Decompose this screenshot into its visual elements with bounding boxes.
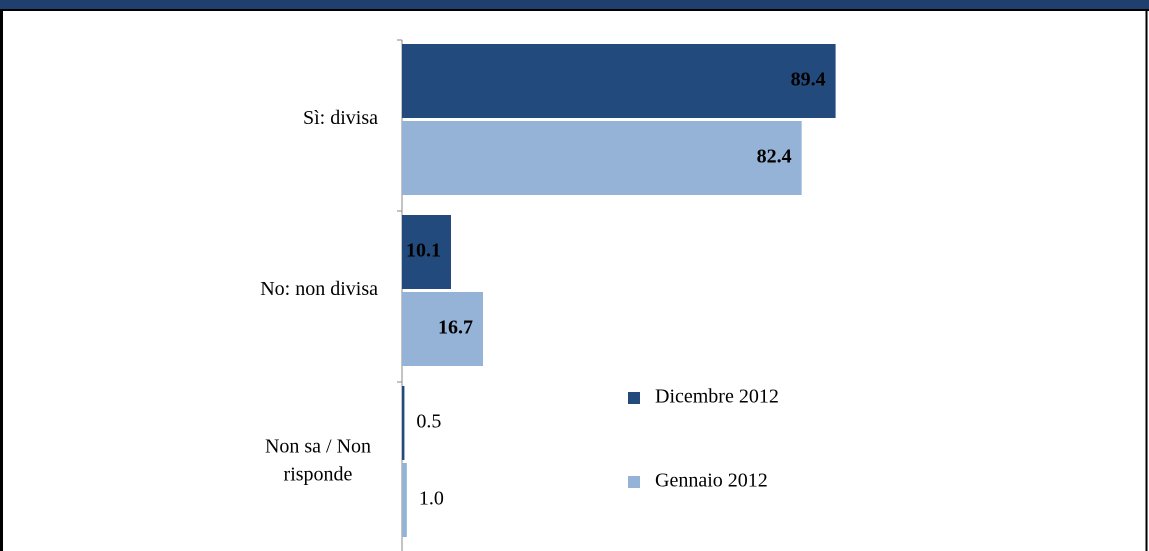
bar — [402, 44, 836, 118]
bar — [402, 386, 405, 460]
bar — [402, 292, 483, 366]
legend-label: Gennaio 2012 — [655, 470, 768, 492]
value-label: 1.0 — [419, 488, 444, 510]
category-label-line: risponde — [284, 463, 353, 485]
value-label: 82.4 — [757, 146, 792, 168]
value-label: 16.7 — [438, 317, 473, 339]
header-band — [0, 0, 1149, 10]
legend-label: Dicembre 2012 — [655, 386, 779, 408]
value-label: 89.4 — [791, 69, 826, 91]
category-label: Sì: divisa — [303, 107, 378, 129]
bar — [402, 215, 451, 289]
legend-swatch — [628, 476, 640, 488]
value-label: 10.1 — [406, 240, 441, 262]
value-label: 0.5 — [416, 411, 441, 433]
category-label: No: non divisa — [260, 278, 378, 300]
bar — [402, 121, 802, 195]
bar — [402, 463, 407, 537]
category-label-line: Non sa / Non — [265, 435, 371, 457]
legend-swatch — [628, 392, 640, 404]
category-label: Non sa / Non risponde — [265, 435, 371, 485]
